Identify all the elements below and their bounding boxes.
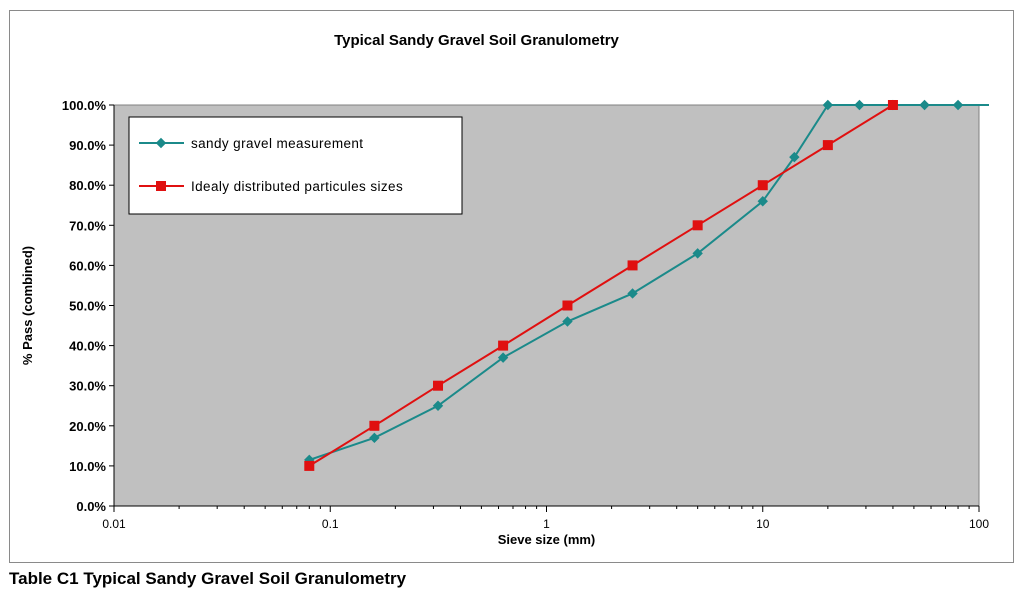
y-tick-label: 40.0% bbox=[69, 339, 106, 354]
data-point-measurement bbox=[919, 99, 930, 111]
legend-marker-measurement bbox=[155, 137, 167, 149]
series-line-measurement bbox=[308, 104, 959, 461]
x-tick-label: 10 bbox=[756, 517, 770, 531]
x-tick-label: 100 bbox=[969, 517, 989, 531]
x-tick-label: 0.1 bbox=[322, 517, 339, 531]
y-tick-label: 0.0% bbox=[76, 499, 106, 514]
data-point-measurement bbox=[789, 151, 800, 163]
data-point-ideal bbox=[692, 220, 703, 231]
data-point-ideal bbox=[887, 100, 898, 110]
data-point-ideal bbox=[562, 300, 573, 311]
y-axis-label: % Pass (combined) bbox=[20, 246, 35, 365]
data-point-ideal bbox=[627, 260, 638, 271]
data-point-ideal bbox=[433, 380, 444, 391]
data-point-measurement bbox=[822, 99, 834, 111]
chart-frame: Typical Sandy Gravel Soil Granulometry 0.… bbox=[9, 10, 1014, 563]
data-point-measurement bbox=[369, 432, 380, 444]
y-tick-label: 90.0% bbox=[69, 138, 106, 153]
chart-svg: Typical Sandy Gravel Soil Granulometry 0.… bbox=[20, 32, 989, 547]
legend-marker-ideal bbox=[156, 181, 166, 191]
y-tick-label: 10.0% bbox=[69, 459, 106, 474]
data-point-ideal bbox=[304, 460, 315, 471]
data-point-ideal bbox=[369, 420, 380, 431]
data-point-measurement bbox=[497, 352, 509, 363]
series-line-ideal bbox=[308, 104, 894, 467]
data-point-measurement bbox=[692, 248, 703, 259]
y-tick-label: 70.0% bbox=[69, 218, 106, 233]
data-point-ideal bbox=[757, 180, 768, 191]
data-point-measurement bbox=[562, 316, 573, 327]
chart-title: Typical Sandy Gravel Soil Granulometry bbox=[334, 32, 619, 49]
y-tick-label: 50.0% bbox=[69, 299, 106, 314]
y-tick-label: 30.0% bbox=[69, 379, 106, 394]
legend-label-measurement: sandy gravel measurement bbox=[191, 136, 363, 151]
legend-box bbox=[128, 116, 463, 215]
y-tick-label: 20.0% bbox=[69, 419, 106, 434]
data-point-measurement bbox=[757, 196, 768, 207]
y-tick-label: 80.0% bbox=[69, 178, 106, 193]
data-point-measurement bbox=[952, 99, 964, 111]
x-tick-label: 1 bbox=[543, 517, 550, 531]
data-point-ideal bbox=[498, 340, 509, 351]
legend-label-ideal: Idealy distributed particules sizes bbox=[191, 179, 403, 194]
x-axis-label: Sieve size (mm) bbox=[498, 532, 596, 547]
figure-caption: Table C1 Typical Sandy Gravel Soil Granu… bbox=[9, 569, 407, 588]
data-point-measurement bbox=[432, 400, 444, 411]
x-tick-label: 0.01 bbox=[102, 517, 126, 531]
y-tick-label: 60.0% bbox=[69, 258, 106, 273]
y-tick-label: 100.0% bbox=[62, 98, 107, 113]
data-point-measurement bbox=[854, 99, 865, 111]
data-point-measurement bbox=[627, 288, 638, 299]
data-point-ideal bbox=[822, 140, 833, 151]
